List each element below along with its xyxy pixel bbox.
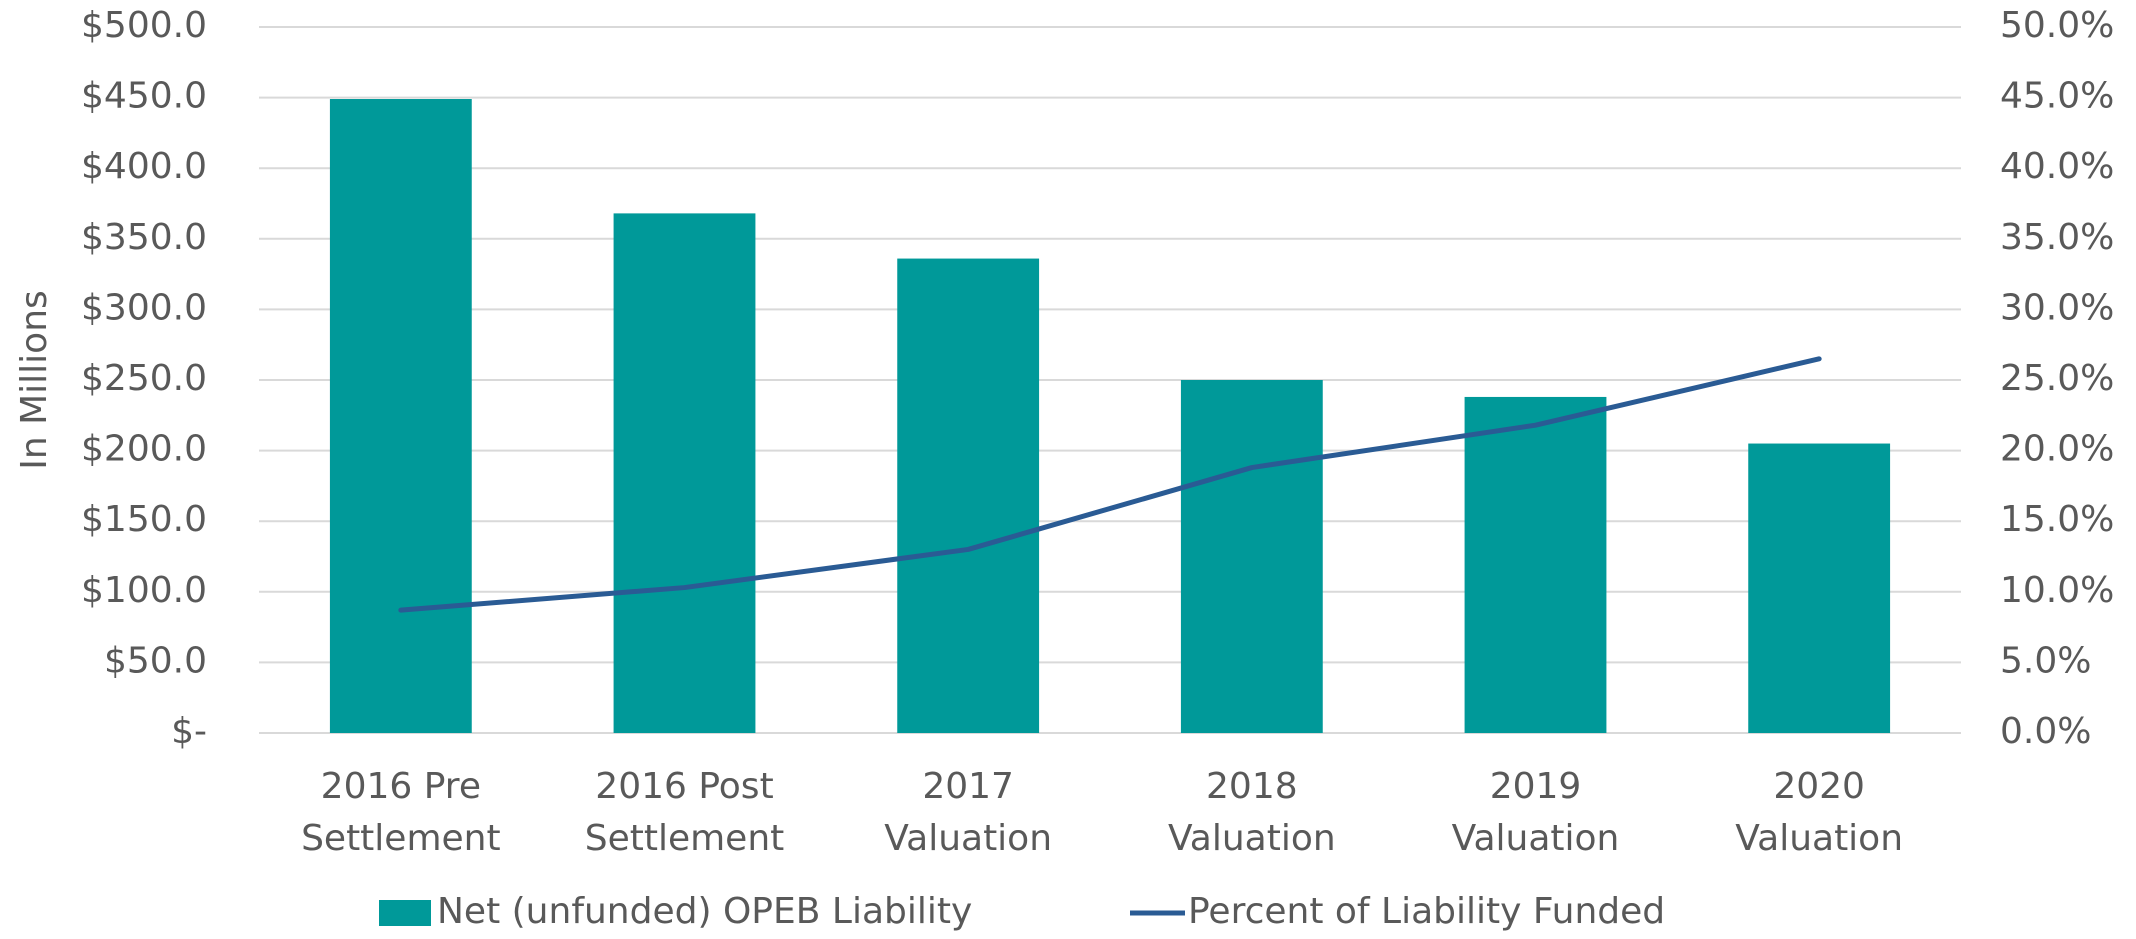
legend-label: Percent of Liability Funded <box>1188 891 1665 932</box>
y-tick-label: $100.0 <box>81 570 207 611</box>
y2-tick-label: 10.0% <box>2000 570 2114 611</box>
x-tick-label: Valuation <box>884 818 1052 859</box>
x-tick-label: 2018 <box>1206 766 1298 807</box>
legend-swatch <box>379 900 431 926</box>
x-tick-label: Settlement <box>301 818 501 859</box>
x-tick-label: Valuation <box>1452 818 1620 859</box>
bar <box>1464 396 1607 733</box>
y-tick-label: $300.0 <box>81 287 207 328</box>
x-tick-label: Valuation <box>1735 818 1903 859</box>
bar <box>897 258 1040 733</box>
y2-tick-label: 20.0% <box>2000 429 2114 470</box>
bar <box>329 99 472 733</box>
y2-tick-label: 25.0% <box>2000 358 2114 399</box>
bar <box>1748 443 1891 733</box>
y-tick-label: $250.0 <box>81 358 207 399</box>
y2-tick-label: 30.0% <box>2000 287 2114 328</box>
x-tick-label: 2019 <box>1490 766 1582 807</box>
bar <box>613 213 756 733</box>
x-tick-label: 2016 Post <box>595 766 773 807</box>
y-axis-label: In Millions <box>14 290 55 470</box>
y-tick-label: $500.0 <box>81 5 207 46</box>
y2-tick-label: 0.0% <box>2000 711 2091 752</box>
y2-tick-label: 35.0% <box>2000 217 2114 258</box>
x-tick-label: Valuation <box>1168 818 1336 859</box>
legend-label: Net (unfunded) OPEB Liability <box>437 891 972 932</box>
y2-tick-label: 40.0% <box>2000 146 2114 187</box>
y-tick-label: $200.0 <box>81 429 207 470</box>
y-tick-label: $450.0 <box>81 76 207 117</box>
y-tick-label: $- <box>171 711 207 752</box>
y-tick-label: $400.0 <box>81 146 207 187</box>
y-tick-label: $50.0 <box>104 640 207 681</box>
y2-tick-label: 45.0% <box>2000 76 2114 117</box>
y2-tick-label: 15.0% <box>2000 499 2114 540</box>
x-tick-label: 2016 Pre <box>321 766 481 807</box>
bar <box>1180 380 1323 733</box>
y2-tick-label: 50.0% <box>2000 5 2114 46</box>
x-tick-label: 2020 <box>1773 766 1865 807</box>
x-tick-label: 2017 <box>922 766 1014 807</box>
y2-tick-label: 5.0% <box>2000 640 2091 681</box>
line <box>398 356 1822 613</box>
x-tick-label: Settlement <box>585 818 785 859</box>
y-tick-label: $350.0 <box>81 217 207 258</box>
y-tick-label: $150.0 <box>81 499 207 540</box>
